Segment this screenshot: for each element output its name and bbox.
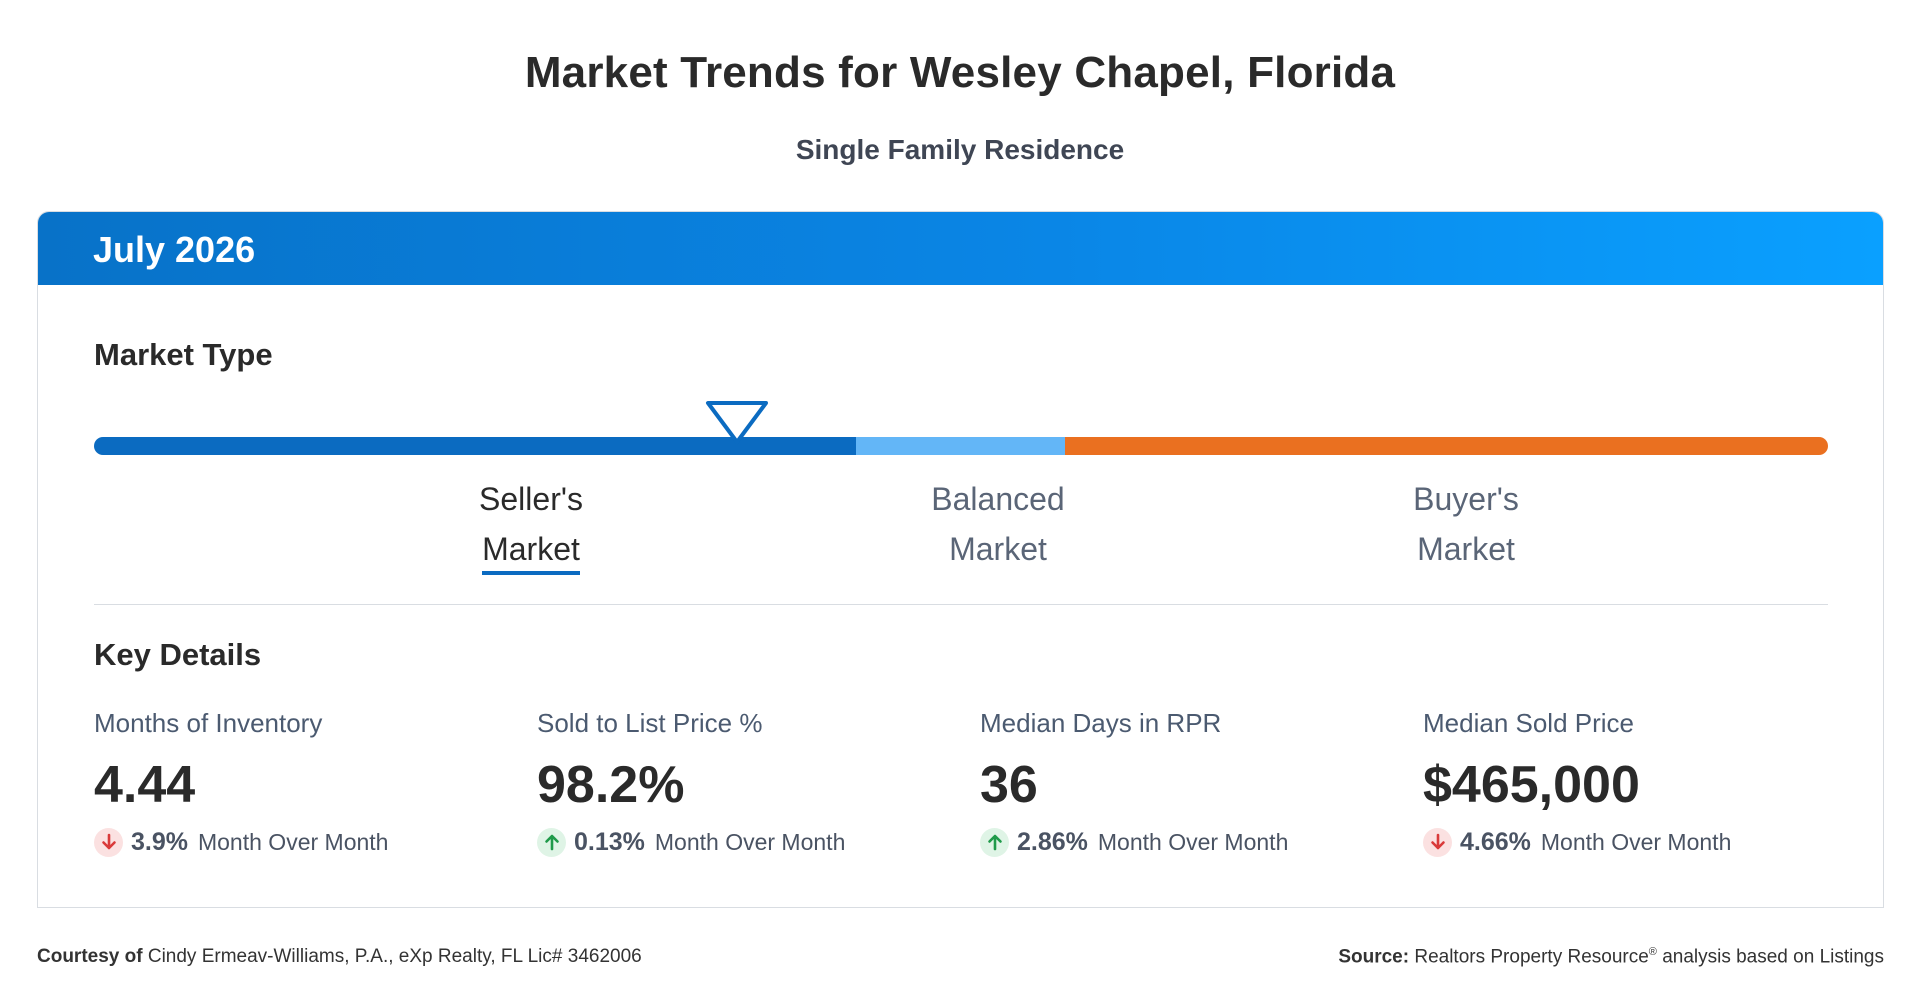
balanced-label-line1: Balanced bbox=[931, 481, 1065, 517]
arrow-up-icon bbox=[537, 827, 566, 857]
metric-value: 4.44 bbox=[94, 756, 196, 814]
balanced-market-label: Balanced Market bbox=[888, 474, 1108, 574]
metric-name: Median Days in RPR bbox=[980, 708, 1222, 738]
buyer-market-segment bbox=[1065, 437, 1828, 455]
report-title: Market Trends for Wesley Chapel, Florida bbox=[524, 48, 1396, 97]
metric-median-days-in-rpr: Median Days in RPR 36 2.86% Month Over M… bbox=[980, 708, 1410, 857]
metric-name: Median Sold Price bbox=[1423, 708, 1634, 738]
card-header: July 2026 bbox=[38, 212, 1883, 285]
metric-sold-to-list-price: Sold to List Price % 98.2% 0.13% Month O… bbox=[537, 708, 967, 857]
market-type-title: Market Type bbox=[94, 337, 273, 372]
market-indicator-icon bbox=[706, 401, 768, 444]
buyer-market-label: Buyer's Market bbox=[1356, 474, 1576, 574]
change-value: 4.66% bbox=[1460, 827, 1531, 856]
change-label: Month Over Month bbox=[1097, 828, 1289, 855]
source-text: Realtors Property Resource bbox=[1414, 946, 1649, 968]
metric-name: Months of Inventory bbox=[94, 708, 323, 738]
change-value: 2.86% bbox=[1017, 827, 1088, 856]
metric-value: 36 bbox=[980, 756, 1038, 814]
change-value: 3.9% bbox=[131, 827, 188, 856]
buyer-label-line2: Market bbox=[1417, 531, 1515, 567]
metric-value: $465,000 bbox=[1423, 756, 1640, 814]
source-text-rest: analysis based on Listings bbox=[1662, 946, 1884, 968]
change-value: 0.13% bbox=[574, 827, 645, 856]
change-label: Month Over Month bbox=[654, 828, 846, 855]
period-label: July 2026 bbox=[93, 229, 256, 270]
market-type-bar bbox=[94, 437, 1828, 455]
metric-change: 0.13% Month Over Month bbox=[537, 827, 967, 857]
metric-value: 98.2% bbox=[537, 756, 685, 814]
metric-change: 4.66% Month Over Month bbox=[1423, 827, 1853, 857]
seller-label-line1: Seller's bbox=[479, 481, 583, 517]
seller-market-segment bbox=[94, 437, 856, 455]
metric-months-of-inventory: Months of Inventory 4.44 3.9% Month Over… bbox=[94, 708, 524, 857]
section-divider bbox=[94, 604, 1828, 605]
buyer-label-line1: Buyer's bbox=[1413, 481, 1519, 517]
balanced-market-segment bbox=[856, 437, 1065, 455]
change-label: Month Over Month bbox=[197, 828, 389, 855]
registered-mark: ® bbox=[1648, 946, 1657, 958]
courtesy-label: Courtesy of bbox=[37, 946, 143, 967]
change-label: Month Over Month bbox=[1540, 828, 1732, 855]
arrow-down-icon bbox=[1423, 827, 1452, 857]
arrow-down-icon bbox=[94, 827, 123, 857]
metric-change: 2.86% Month Over Month bbox=[980, 827, 1410, 857]
metric-change: 3.9% Month Over Month bbox=[94, 827, 524, 857]
market-card: July 2026 Market Type Seller's Market Ba… bbox=[37, 211, 1884, 908]
arrow-up-icon bbox=[980, 827, 1009, 857]
source-label: Source: bbox=[1338, 946, 1410, 968]
seller-market-label: Seller's Market bbox=[421, 474, 641, 575]
metric-name: Sold to List Price % bbox=[537, 708, 763, 738]
report-subtitle: Single Family Residence bbox=[795, 134, 1125, 165]
courtesy-text: Cindy Ermeav-Williams, P.A., eXp Realty,… bbox=[147, 946, 642, 967]
metric-median-sold-price: Median Sold Price $465,000 4.66% Month O… bbox=[1423, 708, 1853, 857]
courtesy-footer: Courtesy of Cindy Ermeav-Williams, P.A.,… bbox=[37, 946, 642, 968]
key-details-title: Key Details bbox=[94, 637, 262, 672]
seller-label-line2: Market bbox=[482, 527, 580, 575]
balanced-label-line2: Market bbox=[949, 531, 1047, 567]
source-footer: Source: Realtors Property Resource® anal… bbox=[1338, 946, 1884, 968]
